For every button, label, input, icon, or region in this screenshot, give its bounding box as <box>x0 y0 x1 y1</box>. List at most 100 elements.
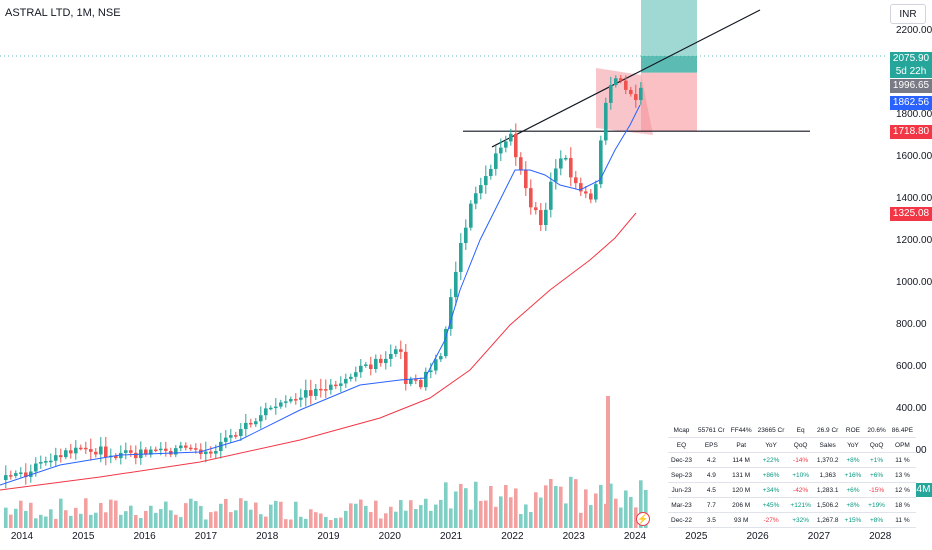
candle-body <box>159 448 163 451</box>
candle-body <box>339 383 343 386</box>
candle-body <box>19 472 23 474</box>
volume-bar <box>264 516 268 528</box>
fundamentals-cell: 4.2 <box>694 452 728 468</box>
fundamentals-cell: YoY <box>841 437 865 453</box>
ema-price-badge: 1862.56 <box>890 96 932 110</box>
candle-body <box>419 380 423 388</box>
price-tick-label: 1200.00 <box>896 235 932 246</box>
fundamentals-cell: 1,363 <box>813 467 842 483</box>
candle-body <box>309 390 313 396</box>
volume-bar <box>24 510 28 528</box>
fundamentals-cell: +86% <box>754 467 788 483</box>
candle-body <box>344 378 348 384</box>
candle-body <box>429 370 433 373</box>
volume-bar <box>399 500 403 528</box>
volume-bar <box>319 513 323 528</box>
fundamentals-cell: 55761 Cr <box>694 423 728 438</box>
fundamentals-cell: 93 M <box>727 512 755 528</box>
candle-body <box>324 389 328 391</box>
fundamentals-cell: EPS <box>694 437 728 453</box>
volume-bar <box>374 500 378 528</box>
year-tick-label: 2020 <box>378 531 401 542</box>
candle-body <box>489 168 493 177</box>
candle-body <box>584 191 588 194</box>
fundamentals-cell: +6% <box>841 482 865 498</box>
volume-bar <box>279 501 283 528</box>
candle-body <box>69 450 73 454</box>
volume-bar <box>389 506 393 528</box>
volume-bar <box>59 498 63 528</box>
volume-bar <box>444 482 448 528</box>
volume-bar <box>594 493 598 528</box>
flash-icon[interactable]: ⚡ <box>636 512 650 526</box>
candle-body <box>614 78 618 86</box>
volume-bar <box>364 505 368 528</box>
stop-zone <box>641 72 697 132</box>
volume-bar <box>494 506 498 528</box>
candle-body <box>389 353 393 359</box>
volume-bar <box>174 514 178 528</box>
candle-body <box>179 445 183 449</box>
candle-body <box>9 475 13 477</box>
fundamentals-cell: +8% <box>841 497 865 513</box>
fundamentals-cell: Mcap <box>668 423 695 438</box>
candle-body <box>629 89 633 95</box>
fundamentals-cell: Mar-23 <box>668 497 695 513</box>
fundamentals-cell: 1,283.1 <box>813 482 842 498</box>
fundamentals-cell: 1,267.8 <box>813 512 842 528</box>
volume-bar <box>44 516 48 528</box>
volume-bar <box>84 498 88 528</box>
volume-bar <box>574 479 578 528</box>
candle-body <box>34 463 38 472</box>
volume-bar <box>354 503 358 528</box>
candle-body <box>189 447 193 450</box>
candle-body <box>134 452 138 459</box>
volume-bar <box>129 505 133 528</box>
fundamentals-row: Dec-22 3.5 93 M -27% +32% 1,267.8 +15% +8% 11 % <box>668 512 917 528</box>
fundamentals-row: Dec-23 4.2 114 M +22% -14% 1,370.2 +8% +1% 11 % <box>668 452 917 468</box>
fundamentals-cell: +32% <box>787 512 814 528</box>
currency-selector[interactable]: INR <box>890 4 926 24</box>
year-tick-label: 2023 <box>562 531 585 542</box>
candle-body <box>284 401 288 403</box>
fundamentals-row: Sep-23 4.9 131 M +86% +10% 1,363 +16% +6% 13 % <box>668 467 917 483</box>
candle-body <box>409 379 413 384</box>
candle-body <box>424 371 428 388</box>
candle-body <box>364 364 368 366</box>
volume-bar <box>249 509 253 528</box>
candle-body <box>624 80 628 90</box>
candle-body <box>204 451 208 455</box>
volume-bar <box>344 510 348 528</box>
volume-bar <box>194 501 198 528</box>
volume-bar <box>644 489 648 528</box>
volume-bar <box>379 518 383 528</box>
ema-line <box>0 104 641 486</box>
volume-bar <box>169 510 173 528</box>
candle-body <box>374 358 378 370</box>
volume-bar <box>339 517 343 528</box>
volume-bar <box>324 516 328 528</box>
candle-body <box>509 133 513 142</box>
fundamentals-cell: Eq <box>787 423 814 438</box>
symbol-title[interactable]: ASTRAL LTD, 1M, NSE <box>5 7 121 19</box>
year-tick-label: 2015 <box>72 531 95 542</box>
volume-bar <box>624 490 628 528</box>
volume-bar <box>234 510 238 528</box>
candle-body <box>499 147 503 154</box>
volume-bar <box>329 519 333 528</box>
volume-bar <box>224 498 228 528</box>
candle-body <box>259 415 263 422</box>
candle-body <box>254 421 258 425</box>
volume-bar <box>599 484 603 528</box>
volume-bar <box>544 485 548 528</box>
candle-body <box>244 422 248 429</box>
volume-bar <box>49 509 53 528</box>
candle-body <box>494 153 498 169</box>
volume-bar <box>629 496 633 528</box>
candle-body <box>149 449 153 455</box>
fundamentals-cell: 3.5 <box>694 512 728 528</box>
candle-body <box>269 407 273 410</box>
volume-bar <box>69 515 73 528</box>
candle-body <box>504 141 508 148</box>
